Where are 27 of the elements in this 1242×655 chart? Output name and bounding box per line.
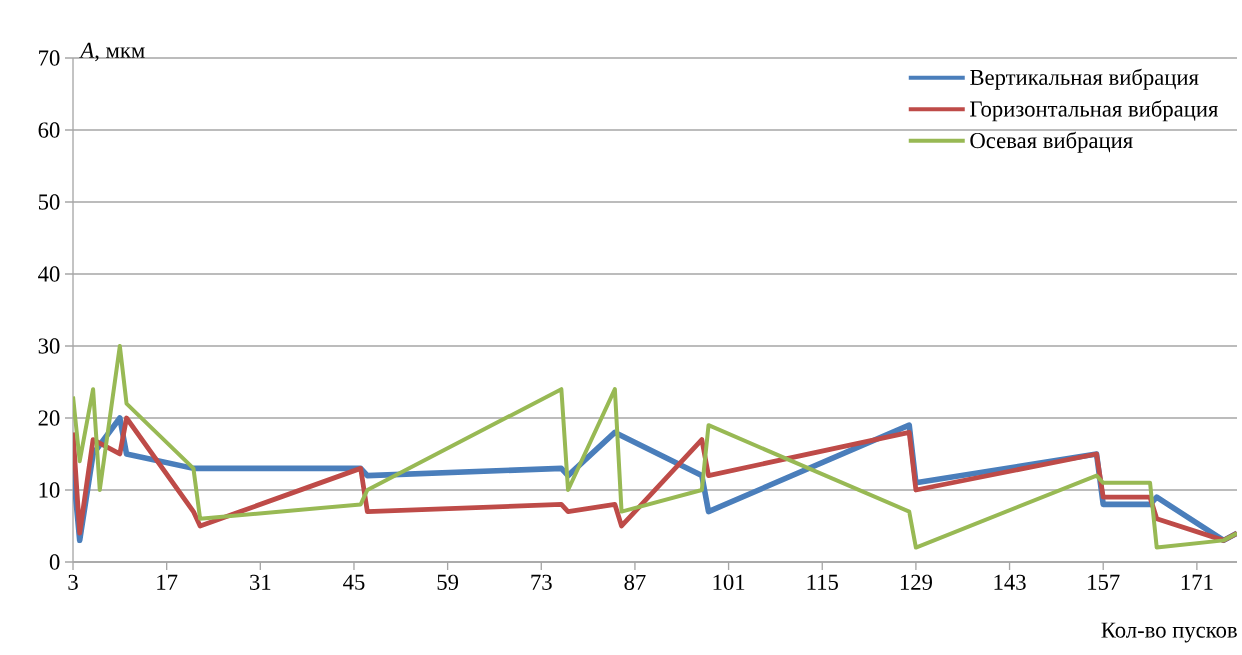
x-tick-label: 115	[807, 574, 838, 590]
legend-label: Горизонтальная вибрация	[970, 100, 1219, 122]
x-tick-label: 171	[1181, 574, 1213, 590]
x-tick-label: 157	[1088, 574, 1120, 590]
y-tick-label: 30	[38, 338, 60, 354]
y-tick-label: 60	[38, 122, 60, 138]
x-tick-label: 45	[343, 574, 365, 590]
x-tick-label: 59	[437, 574, 459, 590]
x-tick-label: 101	[713, 574, 745, 590]
x-tick-label: 31	[250, 574, 271, 590]
x-tick-label: 73	[531, 574, 552, 590]
x-tick-label: 87	[624, 574, 646, 590]
y-tick-label: 70	[39, 50, 60, 66]
x-tick-label: 3	[68, 574, 78, 590]
y-tick-label: 50	[38, 194, 60, 210]
legend-label: Осевая вибрация	[970, 131, 1133, 153]
x-tick-label: 17	[157, 574, 178, 590]
y-tick-label: 0	[49, 554, 60, 570]
x-tick-label: 129	[900, 574, 932, 590]
line-series	[73, 343, 1238, 550]
legend-label: Вертикальная вибрация	[970, 68, 1199, 90]
x-axis-title: Кол-во пусков	[1101, 622, 1237, 643]
y-tick-label: 10	[39, 482, 60, 498]
y-tick-label: 20	[38, 410, 60, 426]
y-tick-label: 40	[38, 266, 60, 282]
x-tick-label: 143	[994, 574, 1026, 590]
y-axis-title: A, мкм	[79, 42, 145, 62]
